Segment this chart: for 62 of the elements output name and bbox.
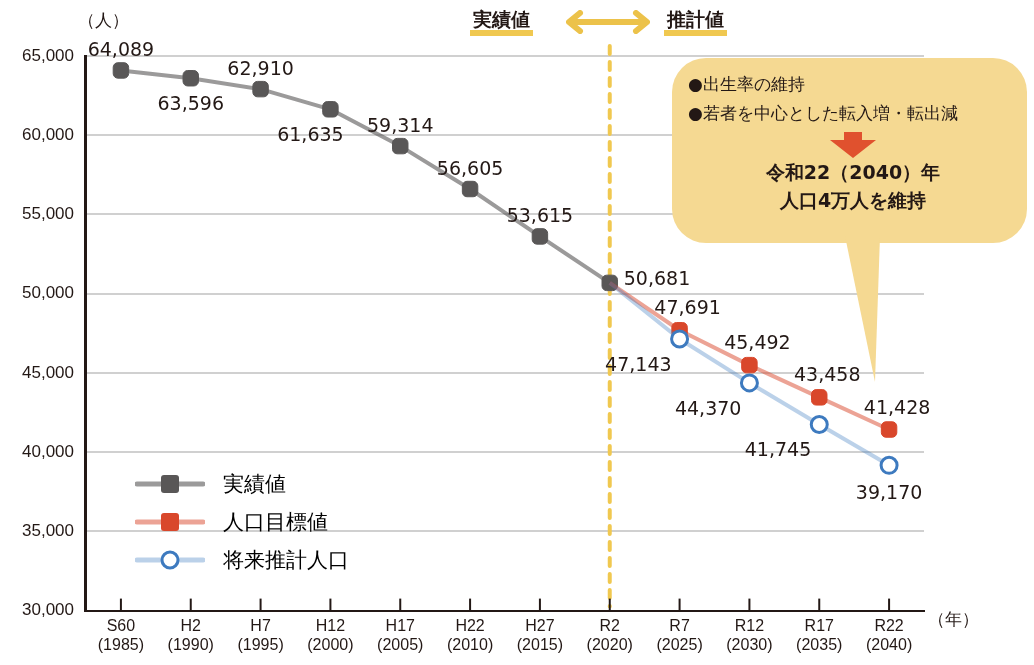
- data-label: 39,170: [855, 481, 923, 504]
- x-tick-label: H12 (2000): [307, 616, 354, 653]
- x-tick-label: H27 (2015): [516, 616, 564, 653]
- y-tick-label: 35,000: [22, 521, 74, 541]
- y-tick-label: 50,000: [22, 283, 74, 303]
- point: [809, 414, 829, 434]
- point: [879, 455, 899, 475]
- legend-label: 将来推計人口: [223, 547, 349, 574]
- x-axis-title: （年）: [928, 608, 979, 629]
- point: [811, 389, 828, 406]
- point: [741, 356, 758, 374]
- point: [739, 373, 759, 393]
- point: [670, 329, 690, 349]
- legend-label: 人口目標値: [223, 509, 328, 536]
- x-tick-label: R12 (2030): [726, 616, 773, 653]
- data-label: 56,605: [436, 157, 504, 180]
- data-label: 61,635: [277, 123, 344, 146]
- data-label: 41,428: [863, 395, 931, 418]
- data-label: 59,314: [367, 114, 434, 137]
- annotation: 令和22（2040）年: [764, 160, 942, 185]
- point: [392, 137, 409, 155]
- x-tick-label: R7 (2025): [656, 616, 703, 653]
- y-tick-label: 55,000: [22, 204, 74, 224]
- x-tick-label: S60 (1985): [97, 616, 145, 653]
- data-label: 45,492: [724, 331, 791, 354]
- text: 推計値: [664, 8, 727, 36]
- x-tick-label: R2 (2020): [586, 616, 633, 653]
- data-label: 47,691: [654, 296, 721, 319]
- point: [252, 80, 269, 98]
- point: [880, 421, 898, 438]
- data-label: 47,143: [605, 352, 672, 375]
- data-label: 62,910: [227, 57, 294, 80]
- x-tick-label: H7 (1995): [237, 616, 284, 653]
- data-label: 43,458: [794, 363, 861, 386]
- x-tick-label: H22 (2010): [446, 616, 494, 653]
- annotation: ●出生率の維持: [688, 73, 806, 96]
- data-label: 50,681: [623, 266, 691, 289]
- data-label: 53,615: [506, 204, 574, 227]
- x-tick-label: H17 (2005): [377, 616, 424, 653]
- point: [112, 62, 130, 79]
- point: [182, 70, 199, 87]
- data-label: 44,370: [674, 396, 742, 419]
- point: [531, 228, 549, 245]
- legend-label: 実績値: [223, 471, 286, 498]
- point: [461, 180, 479, 198]
- y-axis-title: （人）: [78, 10, 129, 30]
- x-tick-label: H2 (1990): [167, 616, 214, 653]
- data-label: 64,089: [87, 38, 155, 61]
- point: [601, 274, 618, 292]
- y-tick-label: 65,000: [22, 45, 74, 65]
- y-tick-label: 30,000: [22, 600, 74, 620]
- point: [322, 101, 339, 118]
- y-tick-label: 40,000: [22, 441, 74, 461]
- x-tick-label: R22 (2040): [865, 616, 913, 653]
- y-tick-label: 60,000: [22, 124, 74, 144]
- annotation: 人口4万人を維持: [778, 188, 928, 213]
- data-label: 41,745: [744, 438, 812, 461]
- x-tick-label: R17 (2035): [796, 616, 843, 653]
- data-label: 63,596: [157, 92, 224, 115]
- y-tick-label: 45,000: [22, 362, 74, 382]
- text: 実績値: [470, 8, 533, 36]
- annotation: ●若者を中心とした転入増・転出減: [688, 102, 959, 125]
